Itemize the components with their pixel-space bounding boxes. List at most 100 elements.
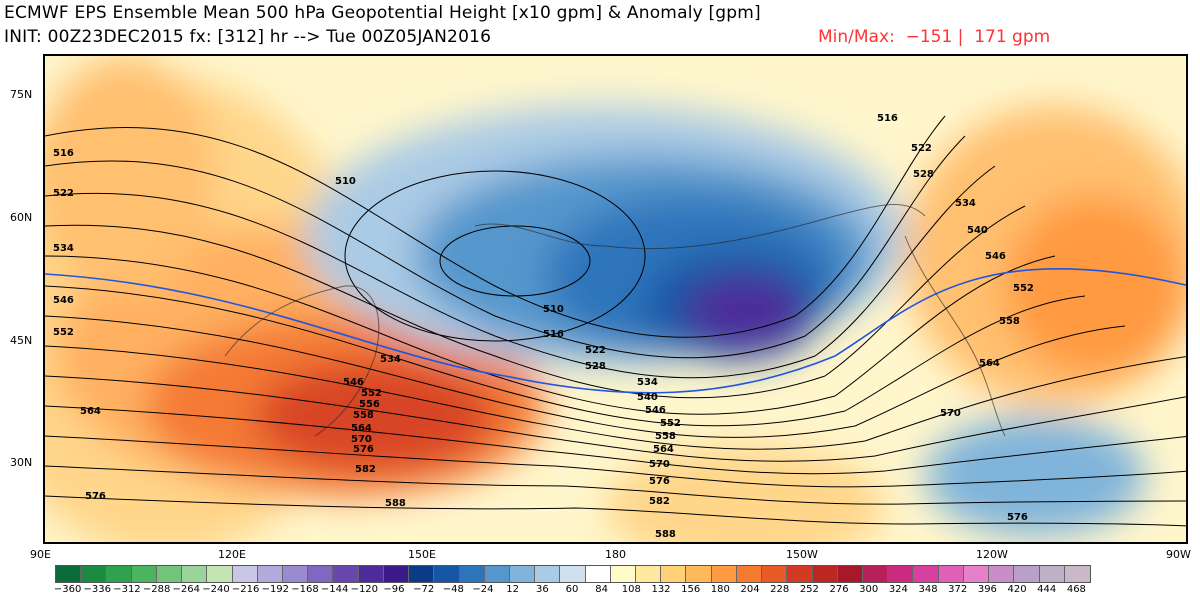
contour-label: 534: [955, 198, 976, 209]
contour-label: 546: [53, 295, 74, 306]
contour-label: 546: [985, 251, 1006, 262]
contour-label: 576: [85, 491, 106, 502]
colorbar-swatch: [232, 566, 258, 582]
contour-label: 546: [343, 377, 364, 388]
contour-label: 516: [53, 148, 74, 159]
init-forecast-time: INIT: 00Z23DEC2015 fx: [312] hr --> Tue …: [4, 27, 492, 47]
contour-label: 564: [979, 358, 1000, 369]
colorbar-label: 372: [948, 584, 968, 595]
contour-label: 570: [940, 408, 961, 419]
contour-label: 528: [913, 169, 934, 180]
lon-label-120e: 120E: [218, 548, 246, 561]
colorbar-label: 468: [1066, 584, 1086, 595]
contour-label: 558: [353, 410, 374, 421]
contour-label: 546: [645, 405, 666, 416]
colorbar-label: −48: [442, 584, 464, 595]
colorbar-label: −288: [142, 584, 171, 595]
contour-label: 556: [359, 399, 380, 410]
colorbar-swatch: [484, 566, 510, 582]
colorbar-label: 60: [565, 584, 579, 595]
lon-label-150w: 150W: [786, 548, 818, 561]
colorbar-swatch: [1039, 566, 1065, 582]
colorbar-swatch: [106, 566, 132, 582]
coastlines: [224, 204, 1006, 437]
lon-label-120w: 120W: [976, 548, 1008, 561]
colorbar-swatch: [257, 566, 283, 582]
contour-label: 558: [655, 431, 676, 442]
height-contours: [45, 115, 1186, 527]
colorbar-label: 36: [535, 584, 549, 595]
colorbar-swatch: [736, 566, 763, 582]
contour-label: 540: [967, 225, 988, 236]
contour-label: 564: [351, 423, 372, 434]
contour-label: 564: [80, 406, 101, 417]
contour-label: 552: [361, 388, 382, 399]
colorbar-swatch: [610, 566, 637, 582]
colorbar-swatch: [686, 566, 712, 582]
lon-label-150e: 150E: [408, 548, 436, 561]
colorbar-label: −216: [231, 584, 260, 595]
colorbar-label: 228: [770, 584, 790, 595]
colorbar-label: 108: [621, 584, 641, 595]
contour-labels: 516 522 534 546 552 564 576 510 510 516 …: [53, 113, 1034, 540]
colorbar-label: −360: [53, 584, 82, 595]
lat-label-30n: 30N: [10, 456, 33, 469]
colorbar-swatch: [459, 566, 485, 582]
contour-label: 534: [637, 377, 658, 388]
colorbar-label: 348: [918, 584, 938, 595]
colorbar-label: −144: [320, 584, 349, 595]
contour-label: 564: [653, 444, 674, 455]
colorbar-label: −72: [413, 584, 435, 595]
contour-label: 516: [877, 113, 898, 124]
colorbar-label: 132: [651, 584, 671, 595]
contour-label: 552: [1013, 283, 1034, 294]
colorbar-swatch: [535, 566, 561, 582]
colorbar-label: 420: [1007, 584, 1027, 595]
colorbar-swatch: [434, 566, 460, 582]
colorbar-label: 84: [595, 584, 609, 595]
colorbar-label: 12: [506, 584, 520, 595]
colorbar-label: −168: [291, 584, 319, 595]
colorbar-swatch: [762, 566, 788, 582]
contour-label: 552: [660, 418, 681, 429]
colorbar-label: −192: [261, 584, 290, 595]
colorbar-swatch: [989, 566, 1015, 582]
contour-label: 510: [335, 176, 356, 187]
map-panel: 516 522 534 546 552 564 576 510 510 516 …: [43, 54, 1188, 544]
colorbar-swatch: [963, 566, 990, 582]
colorbar-swatch: [812, 566, 838, 582]
colorbar-swatch: [1014, 566, 1040, 582]
colorbar-swatch: [636, 566, 662, 582]
contour-label: 558: [999, 316, 1020, 327]
colorbar-swatch: [308, 566, 334, 582]
colorbar-swatch: [358, 566, 384, 582]
colorbar-swatch: [56, 566, 82, 582]
contour-label: 522: [53, 188, 74, 199]
lat-label-45n: 45N: [10, 334, 33, 347]
contour-540-highlight: [45, 268, 1186, 394]
colorbar-swatch: [661, 566, 687, 582]
contour-label: 522: [585, 345, 606, 356]
colorbar-swatch: [863, 566, 889, 582]
colorbar-swatch: [182, 566, 208, 582]
colorbar-label: −120: [350, 584, 379, 595]
contour-label: 522: [911, 143, 932, 154]
contour-label: 576: [649, 476, 670, 487]
min-max-readout: Min/Max: −151 | 171 gpm: [818, 27, 1051, 47]
colorbar-label: 300: [859, 584, 879, 595]
contour-label: 582: [649, 496, 670, 507]
lat-label-60n: 60N: [10, 211, 33, 224]
colorbar-swatch: [787, 566, 813, 582]
contour-label: 588: [655, 529, 676, 540]
contour-label: 534: [380, 354, 401, 365]
contour-label: 510: [543, 304, 564, 315]
lat-label-75n: 75N: [10, 88, 33, 101]
colorbar-label: 276: [829, 584, 849, 595]
colorbar-swatch: [585, 566, 611, 582]
colorbar-label: −336: [83, 584, 111, 595]
colorbar-swatch: [207, 566, 233, 582]
colorbar-swatch: [509, 566, 536, 582]
colorbar-label: 156: [681, 584, 701, 595]
colorbar-label: −312: [113, 584, 141, 595]
colorbar-swatch: [938, 566, 964, 582]
